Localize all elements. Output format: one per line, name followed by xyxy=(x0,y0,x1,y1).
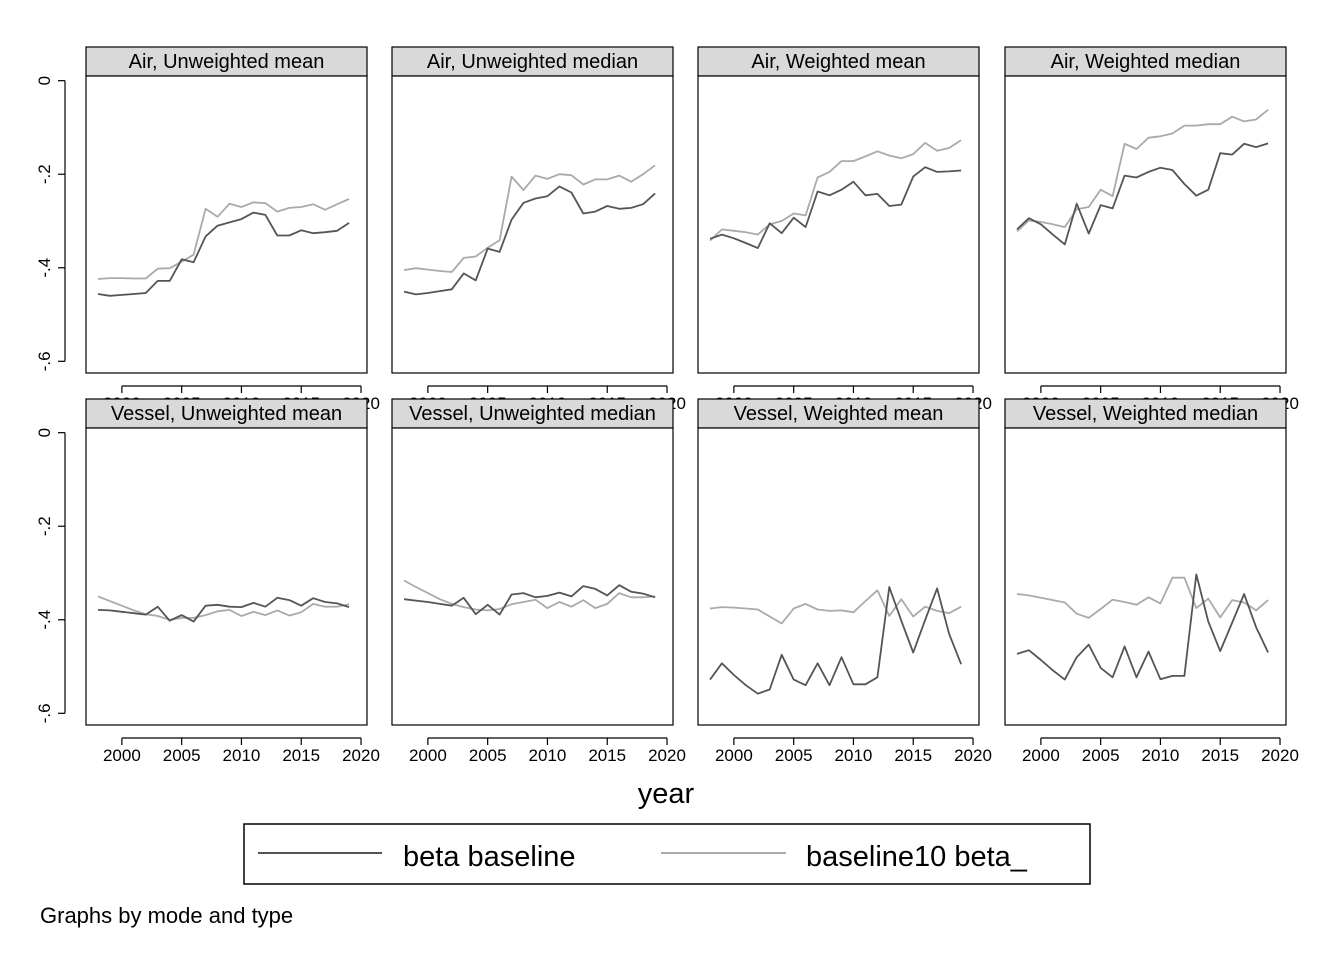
panel: Vessel, Unweighted median 2000 2005 2010 201… xyxy=(391,398,686,765)
panel-strip xyxy=(697,398,980,429)
panel: Vessel, Weighted median 2000 2005 2010 2015 2… xyxy=(1004,398,1299,765)
y-tick-label: -.2 xyxy=(35,516,54,536)
panel-title: Vessel, Unweighted mean xyxy=(111,403,342,425)
y-tick-label: 0 xyxy=(35,428,54,437)
x-tick-label: 2005 xyxy=(1082,746,1120,765)
panel-strip xyxy=(391,398,674,429)
panel: Vessel, Weighted mean 2000 2005 2010 2015 202… xyxy=(697,398,992,765)
series-line-beta-baseline xyxy=(1016,142,1269,246)
plot-frame xyxy=(697,427,980,726)
x-tick-label: 2010 xyxy=(529,746,567,765)
panel: Air, Unweighted median200020052010201520… xyxy=(391,46,686,413)
x-tick-label: 2000 xyxy=(715,746,753,765)
plot-frame xyxy=(391,75,674,374)
x-tick-label: 2000 xyxy=(103,746,141,765)
plot-frame xyxy=(85,427,368,726)
panel-strip xyxy=(85,46,368,77)
x-tick-label: 2015 xyxy=(894,746,932,765)
series-line-beta-baseline xyxy=(403,584,656,616)
plot-frame xyxy=(85,75,368,374)
x-tick-label: 2020 xyxy=(954,746,992,765)
panel-title: Air, Weighted median xyxy=(1051,51,1241,73)
legend-label-baseline10-beta: baseline10 beta_ xyxy=(806,841,1028,873)
panel-strip xyxy=(391,46,674,77)
legend: beta baseline baseline10 beta_ xyxy=(243,823,1091,885)
series-line-baseline10-beta xyxy=(1016,109,1269,232)
panel-title: Vessel, Weighted mean xyxy=(734,403,944,425)
x-tick-label: 2000 xyxy=(409,746,447,765)
y-tick-label: -.4 xyxy=(35,258,54,278)
series-line-baseline10-beta xyxy=(709,139,962,242)
series-line-baseline10-beta xyxy=(1016,576,1269,619)
series-line-baseline10-beta xyxy=(403,164,656,273)
panel-title: Air, Unweighted median xyxy=(427,51,638,73)
y-tick-label: -.6 xyxy=(35,351,54,371)
x-tick-label: 2010 xyxy=(835,746,873,765)
series-line-beta-baseline xyxy=(97,596,350,623)
graph-note: Graphs by mode and type xyxy=(40,903,293,928)
x-tick-label: 2010 xyxy=(1142,746,1180,765)
series-line-baseline10-beta xyxy=(97,595,350,621)
series-line-beta-baseline xyxy=(97,211,350,297)
panel-title: Air, Weighted mean xyxy=(751,51,925,73)
series-line-beta-baseline xyxy=(403,185,656,296)
series-line-baseline10-beta xyxy=(97,198,350,280)
series-line-baseline10-beta xyxy=(709,589,962,625)
x-tick-label: 2005 xyxy=(163,746,201,765)
series-line-beta-baseline xyxy=(709,166,962,249)
x-tick-label: 2010 xyxy=(223,746,261,765)
panel-strip xyxy=(85,398,368,429)
plot-frame xyxy=(697,75,980,374)
panel-title: Vessel, Unweighted median xyxy=(409,403,656,425)
x-tick-label: 2020 xyxy=(648,746,686,765)
x-tick-label: 2015 xyxy=(282,746,320,765)
y-tick-label: -.2 xyxy=(35,164,54,184)
x-tick-label: 2020 xyxy=(1261,746,1299,765)
series-line-beta-baseline xyxy=(709,586,962,695)
series-line-beta-baseline xyxy=(1016,573,1269,681)
x-tick-label: 2005 xyxy=(775,746,813,765)
plot-frame xyxy=(391,427,674,726)
panel-grid: Air, Unweighted mean 0 -.2 -.4 -.6 2000 2005 20… xyxy=(35,46,1299,765)
x-tick-label: 2020 xyxy=(342,746,380,765)
x-tick-label: 2000 xyxy=(1022,746,1060,765)
panel-title: Air, Unweighted mean xyxy=(129,51,325,73)
x-tick-label: 2015 xyxy=(588,746,626,765)
panel: Air, Unweighted mean0-.2-.4-.62000200520… xyxy=(35,46,380,413)
legend-label-beta-baseline: beta baseline xyxy=(403,841,576,873)
panel: Vessel, Unweighted mean 0 -.2 -.4 -.6 2000 200… xyxy=(35,398,380,765)
panel-strip xyxy=(1004,46,1287,77)
y-tick-label: -.6 xyxy=(35,703,54,723)
x-axis-title: year xyxy=(638,778,695,810)
series-line-baseline10-beta xyxy=(403,579,656,612)
y-tick-label: -.4 xyxy=(35,610,54,630)
x-tick-label: 2015 xyxy=(1201,746,1239,765)
plot-frame xyxy=(1004,427,1287,726)
panel-title: Vessel, Weighted median xyxy=(1033,403,1258,425)
x-tick-label: 2005 xyxy=(469,746,507,765)
y-tick-label: 0 xyxy=(35,76,54,85)
